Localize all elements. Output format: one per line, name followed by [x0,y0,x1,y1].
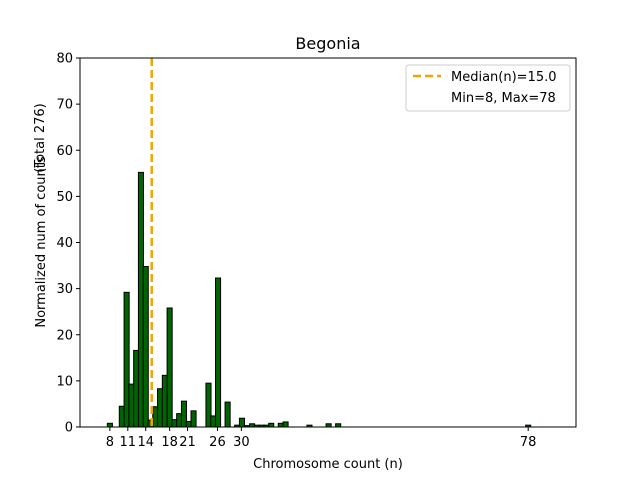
y-tick-label-7: 70 [56,98,73,113]
y-tick-label-4: 40 [56,236,73,251]
x-axis-ticks: 8 11 14 18 21 26 30 78 [106,427,537,450]
histogram-bar-28 [268,422,275,428]
x-tick-label-6: 30 [233,435,250,450]
plot-frame [79,57,577,428]
legend-box [405,64,571,112]
histogram-bar-20 [224,401,231,428]
y-axis-ticks: 0 10 20 30 40 50 60 70 80 [56,52,80,436]
histogram-bar-19 [215,277,222,428]
x-tick-label-1: 11 [120,435,137,450]
histogram-bar-0 [106,422,113,428]
y-tick-label-3: 30 [56,282,73,297]
histogram-bar-6 [142,265,149,428]
histogram-bar-22 [238,417,245,428]
legend-range-entry: Min=8, Max=78 [451,91,556,106]
x-axis-label: Chromosome count (n) [253,457,403,472]
y-tick-label-6: 60 [56,144,73,159]
x-tick-label-2: 14 [137,435,154,450]
y-tick-label-5: 50 [56,190,73,205]
legend-median-entry: Median(n)=15.0 [451,70,557,85]
y-tick-label-1: 10 [56,374,73,389]
y-axis-label: Normalized num of counts [34,156,49,327]
histogram-bar-11 [166,307,173,428]
x-tick-label-5: 26 [209,435,226,450]
x-tick-label-0: 8 [106,435,114,450]
y-axis-total-label: (Total 276) [33,103,48,172]
y-tick-label-0: 0 [65,421,73,436]
x-tick-label-3: 18 [161,435,178,450]
histogram-bar-30 [282,421,289,428]
chart-title: Begonia [295,34,360,53]
y-tick-label-2: 20 [56,328,73,343]
histogram-bar-16 [190,410,197,428]
y-tick-label-8: 80 [56,52,73,67]
x-tick-label-7: 78 [520,435,537,450]
x-tick-label-4: 21 [179,435,196,450]
legend: Median(n)=15.0 Min=8, Max=78 [405,64,571,112]
